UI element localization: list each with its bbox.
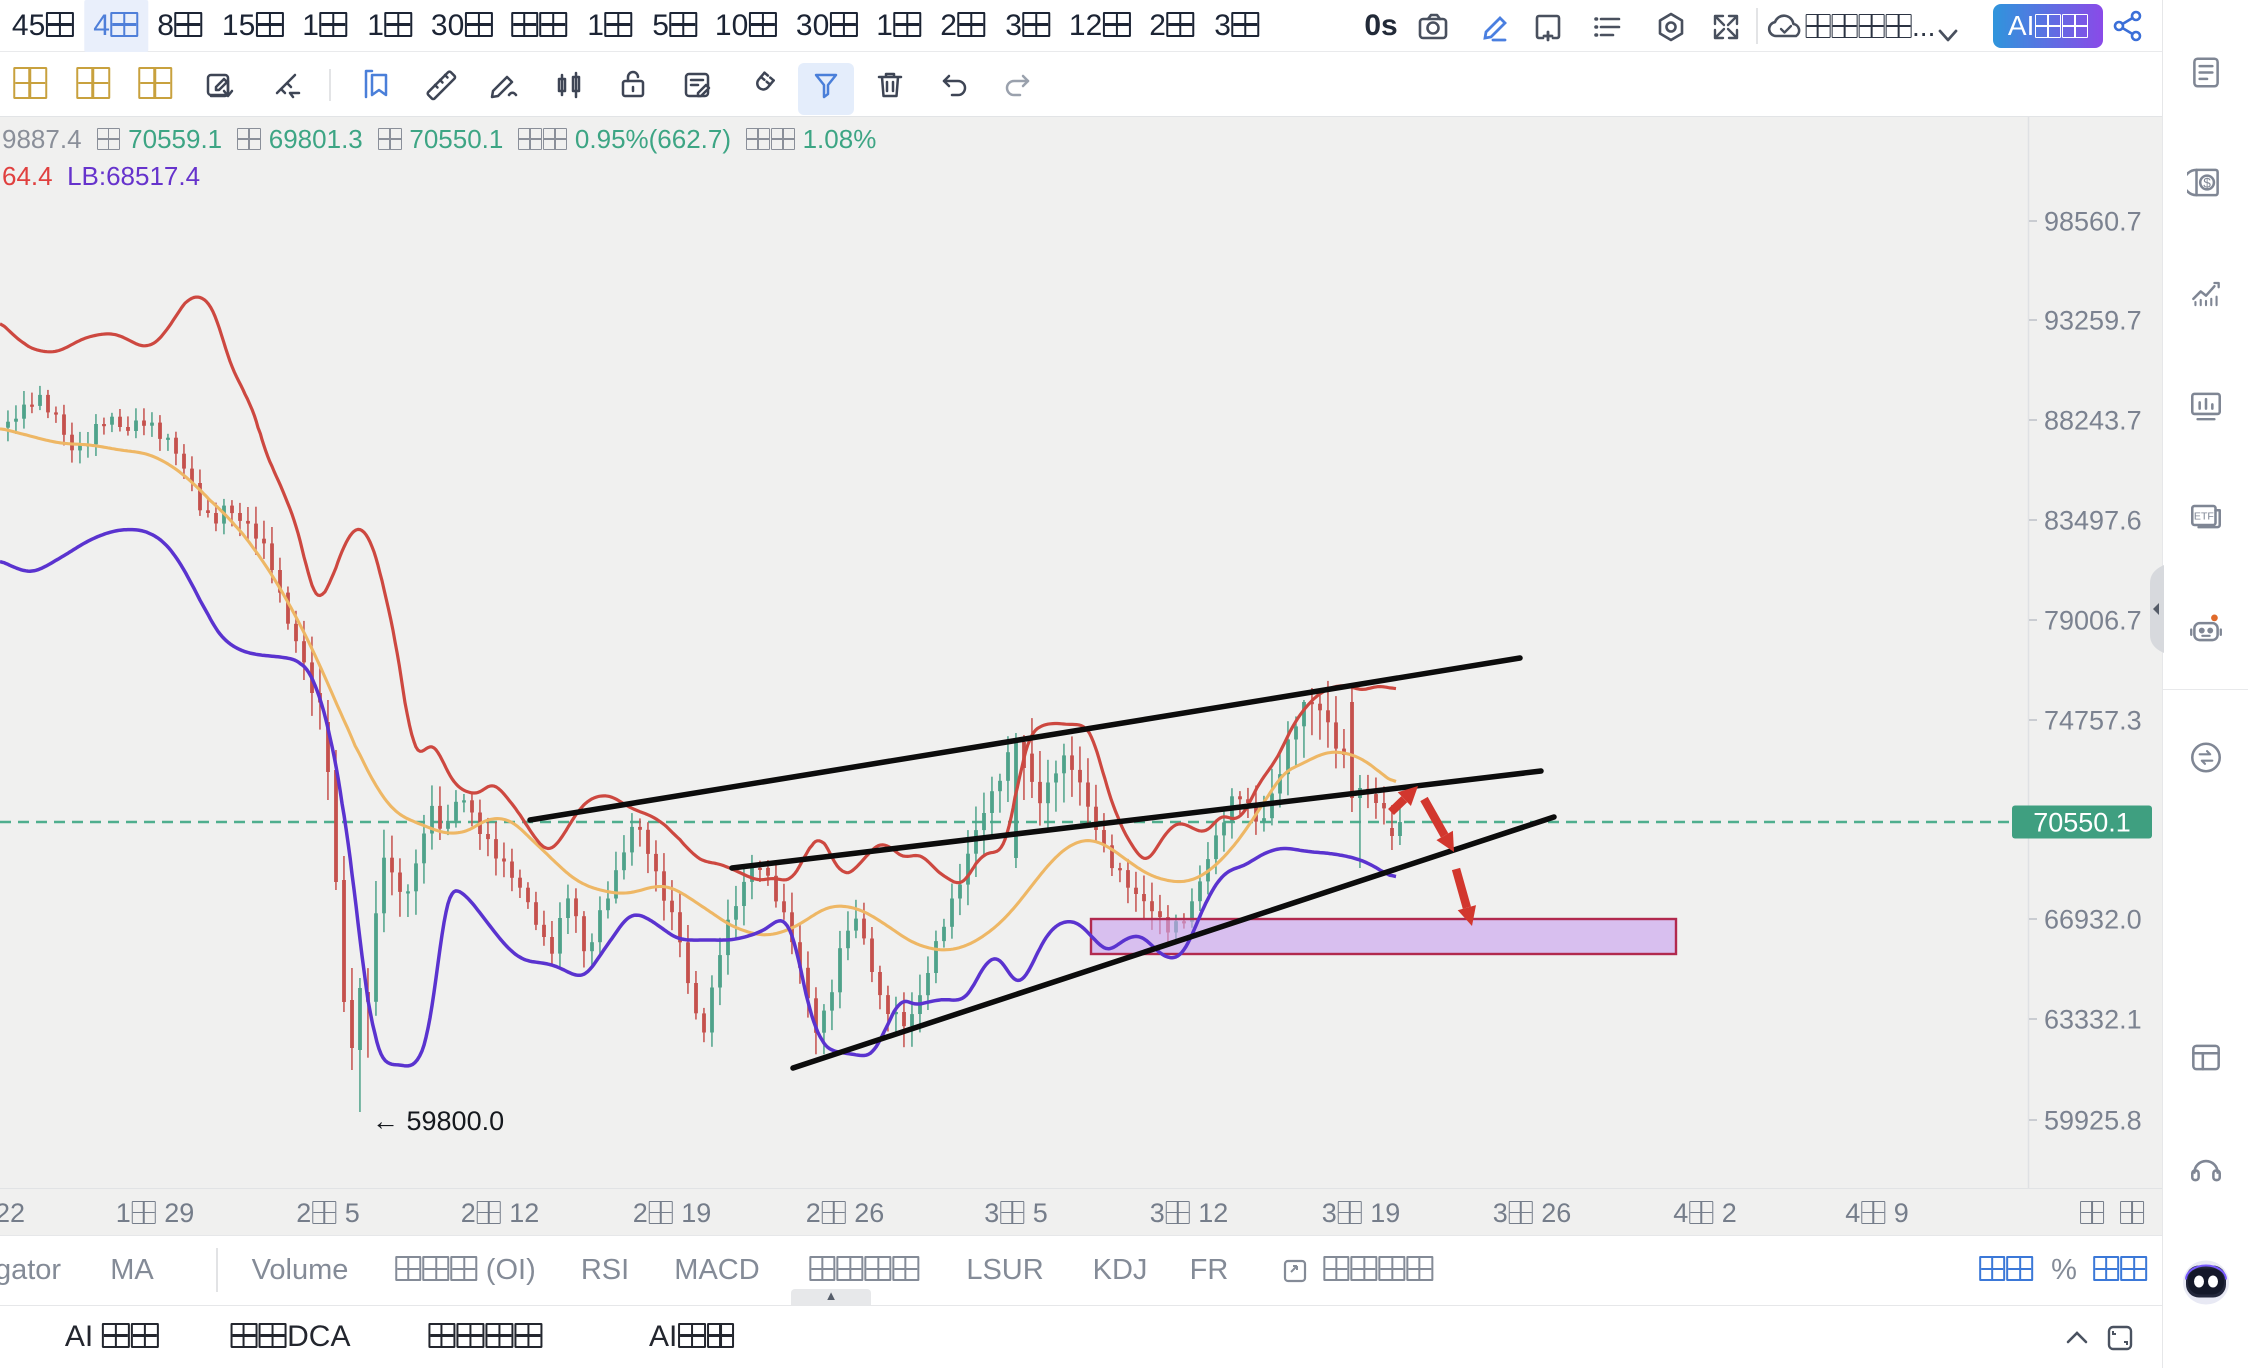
svg-text:$: $ bbox=[2203, 175, 2211, 190]
svg-text:ETF: ETF bbox=[2193, 511, 2213, 523]
svg-text:93259.7: 93259.7 bbox=[2044, 306, 2142, 336]
svg-text:74757.3: 74757.3 bbox=[2044, 706, 2142, 736]
svg-text:63332.1: 63332.1 bbox=[2044, 1005, 2142, 1035]
svg-text:79006.7: 79006.7 bbox=[2044, 606, 2142, 636]
svg-text:88243.7: 88243.7 bbox=[2044, 406, 2142, 436]
svg-text:← 59800.0: ← 59800.0 bbox=[372, 1106, 504, 1136]
svg-text:59925.8: 59925.8 bbox=[2044, 1106, 2142, 1136]
svg-text:98560.7: 98560.7 bbox=[2044, 207, 2142, 237]
svg-text:70550.1: 70550.1 bbox=[2033, 808, 2131, 838]
svg-text:83497.6: 83497.6 bbox=[2044, 506, 2142, 536]
svg-text:66932.0: 66932.0 bbox=[2044, 905, 2142, 935]
